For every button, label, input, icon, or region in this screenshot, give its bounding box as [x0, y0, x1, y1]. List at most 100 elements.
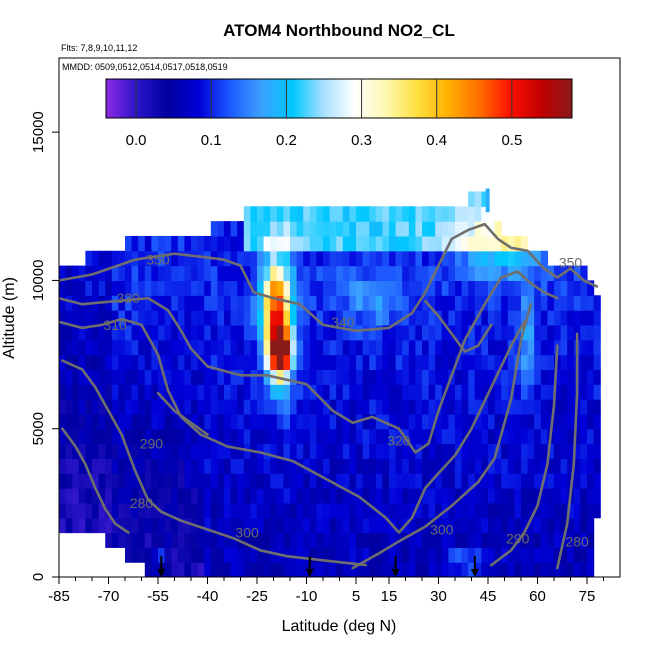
heatmap-cell: [217, 280, 225, 296]
heatmap-cell: [270, 547, 278, 563]
heatmap-cell: [336, 443, 344, 459]
heatmap-cell: [296, 428, 304, 445]
heatmap-cell: [257, 221, 265, 237]
heatmap-cell: [488, 413, 496, 430]
heatmap-cell: [98, 443, 106, 459]
heatmap-cell: [560, 502, 568, 519]
heatmap-cell: [204, 562, 212, 577]
heatmap-cell: [131, 413, 139, 430]
heatmap-cell: [461, 354, 469, 370]
heatmap-cell: [138, 502, 146, 519]
heatmap-cell: [78, 354, 86, 370]
heatmap-cell: [237, 428, 245, 445]
heatmap-cell: [210, 384, 218, 400]
heatmap-cell: [72, 324, 80, 341]
heatmap-cell: [468, 310, 476, 326]
heatmap-cell: [164, 413, 172, 430]
heatmap-cell: [144, 443, 152, 459]
heatmap-cell: [250, 280, 258, 296]
heatmap-cell: [158, 428, 166, 445]
heatmap-cell: [217, 235, 225, 252]
heatmap-cell: [395, 250, 403, 267]
heatmap-cell: [461, 562, 469, 577]
heatmap-cell: [276, 562, 284, 577]
heatmap-cell: [389, 384, 397, 400]
heatmap-cell: [263, 473, 271, 489]
heatmap-cell: [309, 413, 317, 430]
heatmap-cell: [514, 310, 522, 326]
heatmap-cell: [415, 339, 423, 356]
heatmap-cell: [197, 235, 205, 252]
heatmap-cell: [323, 339, 331, 356]
heatmap-cell: [105, 458, 113, 474]
heatmap-cell: [573, 443, 581, 459]
heatmap-cell: [197, 324, 205, 341]
heatmap-cell: [111, 517, 119, 534]
heatmap-cell: [441, 280, 449, 296]
heatmap-cell: [224, 354, 232, 370]
heatmap-cell: [593, 428, 601, 445]
heatmap-cell: [455, 250, 463, 267]
heatmap-cell: [389, 547, 397, 563]
heatmap-cell: [323, 488, 331, 504]
heatmap-cell: [217, 547, 225, 563]
heatmap-cell: [362, 532, 370, 548]
heatmap-cell: [362, 280, 370, 296]
heatmap-cell: [276, 339, 284, 356]
heatmap-cell: [118, 517, 126, 534]
heatmap-cell: [534, 399, 542, 415]
heatmap-cell: [415, 413, 423, 430]
heatmap-cell: [118, 458, 126, 474]
colorbar-tick-label: 0.0: [126, 132, 147, 149]
contour-label: 310: [103, 317, 127, 333]
heatmap-cell: [98, 310, 106, 326]
heatmap-cell: [144, 547, 152, 563]
heatmap-cell: [250, 473, 258, 489]
heatmap-cell: [494, 547, 502, 563]
heatmap-cell: [105, 413, 113, 430]
heatmap-cell: [428, 399, 436, 415]
heatmap-cell: [580, 369, 588, 385]
heatmap-cell: [422, 221, 430, 237]
heatmap-cell: [197, 384, 205, 400]
heatmap-cell: [428, 443, 436, 459]
heatmap-cell: [224, 399, 232, 415]
heatmap-cell: [527, 443, 535, 459]
heatmap-cell: [382, 280, 390, 296]
heatmap-cell: [356, 473, 364, 489]
heatmap-cell: [257, 473, 265, 489]
heatmap-cell: [290, 265, 298, 282]
heatmap-cell: [342, 547, 350, 563]
colorbar-tick-label: 0.2: [276, 132, 297, 149]
heatmap-cell: [125, 502, 133, 519]
heatmap-cell: [217, 488, 225, 504]
colorbar-tick-label: 0.4: [426, 132, 447, 149]
heatmap-cell: [382, 502, 390, 519]
heatmap-cell: [105, 339, 113, 356]
heatmap-cell: [290, 310, 298, 326]
heatmap-cell: [375, 265, 383, 282]
heatmap-cell: [408, 206, 416, 222]
heatmap-cell: [415, 473, 423, 489]
heatmap-cell: [151, 458, 159, 474]
heatmap-cell: [184, 399, 192, 415]
heatmap-cell: [540, 488, 548, 504]
heatmap-cell: [65, 517, 73, 534]
heatmap-cell: [72, 413, 80, 430]
heatmap-cell: [210, 369, 218, 385]
heatmap-cell: [455, 502, 463, 519]
heatmap-cell: [184, 473, 192, 489]
heatmap-cell: [560, 473, 568, 489]
heatmap-cell: [290, 235, 298, 252]
heatmap-cell: [408, 369, 416, 385]
heatmap-cell: [415, 250, 423, 267]
heatmap-cell: [164, 399, 172, 415]
heatmap-cell: [474, 428, 482, 445]
heatmap-cell: [428, 547, 436, 563]
heatmap-cell: [72, 517, 80, 534]
heatmap-cell: [455, 562, 463, 577]
heatmap-cell: [171, 339, 179, 356]
heatmap-cell: [184, 324, 192, 341]
heatmap-cell: [461, 532, 469, 548]
heatmap-cell: [395, 324, 403, 341]
